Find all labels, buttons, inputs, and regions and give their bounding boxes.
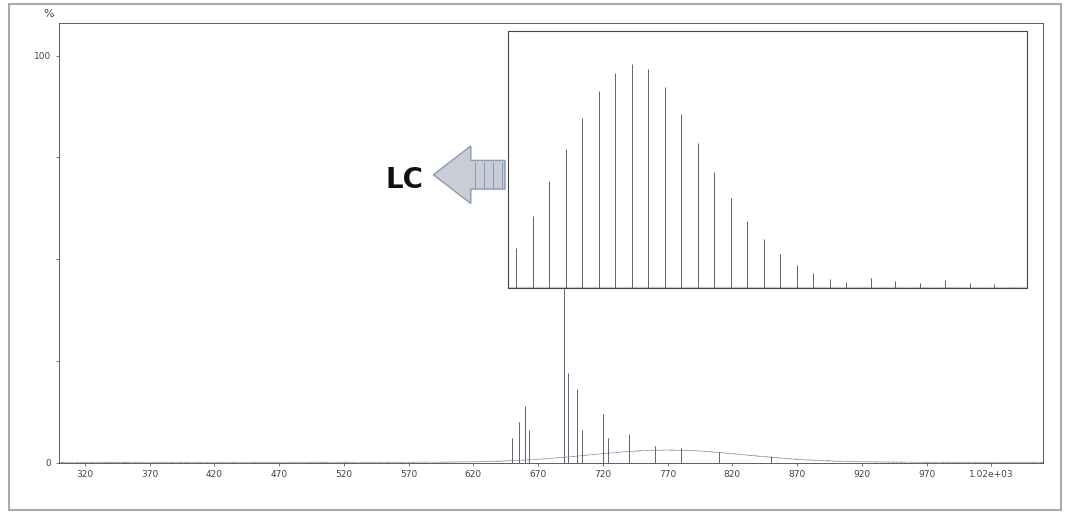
Text: LC: LC — [385, 166, 424, 194]
Text: %: % — [43, 9, 54, 19]
Polygon shape — [433, 146, 505, 204]
